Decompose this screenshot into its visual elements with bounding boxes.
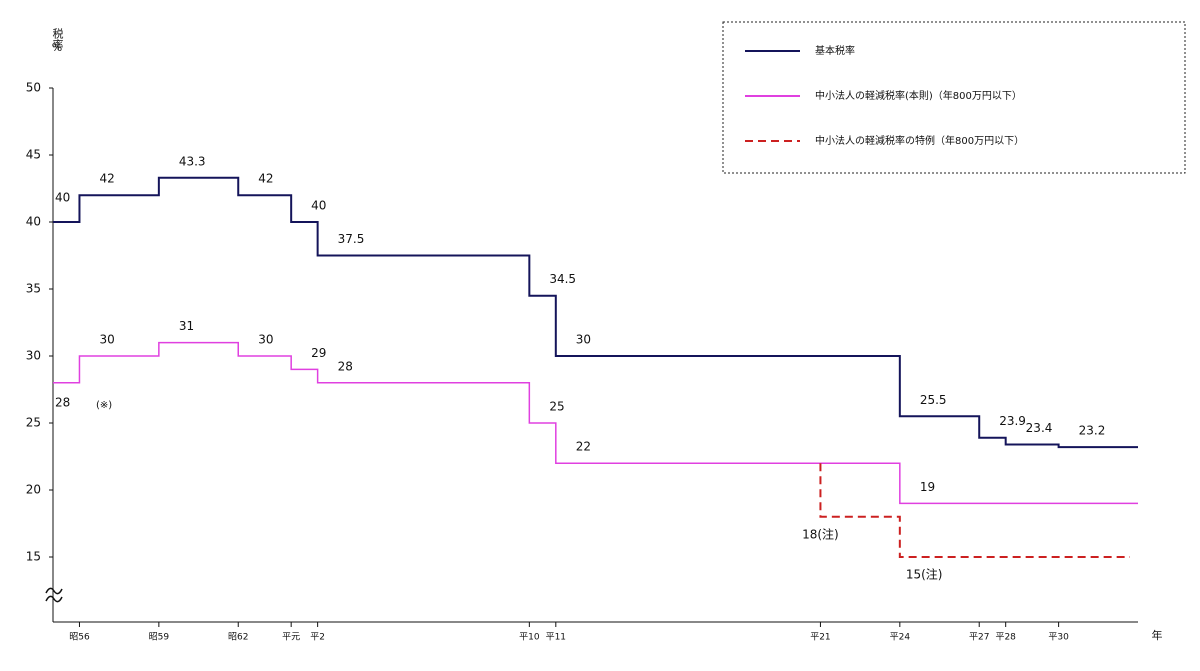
x-tick-label: 平2 xyxy=(310,632,325,643)
y-tick-label: 35 xyxy=(26,282,41,296)
data-label: 28 xyxy=(338,359,353,373)
data-label: 15(注) xyxy=(906,567,943,582)
x-tick-label: 平27 xyxy=(969,632,989,643)
data-label: 31 xyxy=(179,319,194,333)
data-label: 23.4 xyxy=(1026,421,1053,435)
data-label: 22 xyxy=(576,440,591,454)
data-label: 25.5 xyxy=(920,393,947,407)
x-axis-title: 年 xyxy=(1152,628,1163,642)
x-tick-label: 平24 xyxy=(890,632,911,643)
x-tick-label: 平元 xyxy=(282,632,300,643)
legend-box xyxy=(722,21,1186,174)
data-label: 40 xyxy=(55,191,70,205)
data-label: 30 xyxy=(99,333,114,347)
x-tick-label: 昭56 xyxy=(69,632,90,643)
step-line xyxy=(819,463,1130,558)
data-label: 37.5 xyxy=(338,232,365,246)
legend-label: 中小法人の軽減税率の特例（年800万円以下） xyxy=(815,134,1024,147)
data-label: 23.2 xyxy=(1079,424,1106,438)
legend-label: 中小法人の軽減税率(本則)（年800万円以下） xyxy=(815,89,1022,102)
x-tick-label: 平11 xyxy=(546,632,566,643)
y-tick-label: 15 xyxy=(26,550,41,564)
data-label: 25 xyxy=(549,400,564,414)
data-label: 30 xyxy=(258,333,273,347)
legend-label: 基本税率 xyxy=(815,44,855,57)
y-tick-label: 50 xyxy=(26,81,41,95)
axis-break xyxy=(45,587,63,603)
y-tick-label: 25 xyxy=(26,416,41,430)
data-label: 29 xyxy=(311,346,326,360)
x-tick-label: 平30 xyxy=(1048,632,1069,643)
data-label: 40 xyxy=(311,199,326,213)
x-tick-label: 平10 xyxy=(519,632,540,643)
data-label: 43.3 xyxy=(179,154,206,168)
data-label: 28 xyxy=(55,395,70,409)
x-tick-label: 昭62 xyxy=(228,632,248,643)
y-axis-unit: % xyxy=(52,41,62,54)
data-label: 42 xyxy=(99,172,114,186)
step-line xyxy=(53,341,1138,505)
data-label: 42 xyxy=(258,172,273,186)
x-tick-label: 平21 xyxy=(810,632,830,643)
data-label: 19 xyxy=(920,480,935,494)
step-line xyxy=(53,176,1138,449)
data-label: 34.5 xyxy=(549,272,576,286)
data-label: 18(注) xyxy=(802,526,839,541)
data-label: 30 xyxy=(576,333,591,347)
data-label: 23.9 xyxy=(999,414,1026,428)
y-tick-label: 40 xyxy=(26,215,41,229)
y-tick-label: 45 xyxy=(26,148,41,162)
x-tick-label: 昭59 xyxy=(149,632,170,643)
y-tick-label: 20 xyxy=(26,483,41,497)
annotation: (※) xyxy=(96,400,112,411)
x-tick-label: 平28 xyxy=(995,632,1016,643)
y-axis-title: 税率 xyxy=(51,27,64,51)
y-tick-label: 30 xyxy=(26,349,41,363)
